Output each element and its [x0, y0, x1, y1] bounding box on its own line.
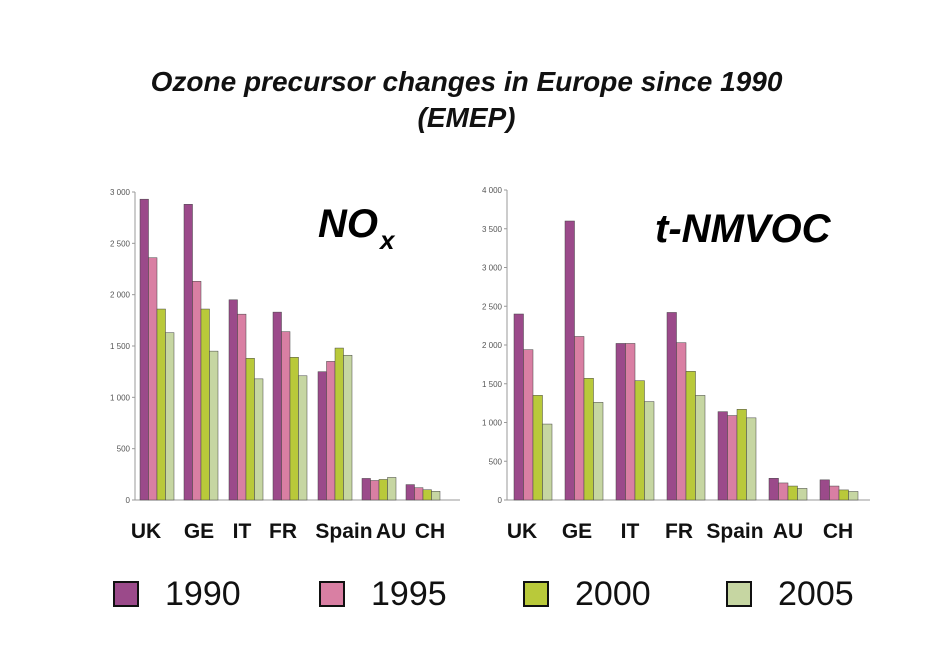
nmvoc-bar-uk-2000 — [532, 395, 543, 501]
nox-bar-ge-2005 — [209, 350, 219, 501]
nmvoc-bar-au-2000 — [787, 485, 798, 501]
nmvoc-bar-it-2005 — [644, 401, 655, 501]
nox-ytick-label: 2 500 — [110, 239, 131, 248]
nox-chart-title: NOx — [318, 202, 396, 255]
nox-ytick-label: 3 000 — [110, 188, 131, 197]
nmvoc-bar-ge-2000 — [583, 378, 594, 501]
nmvoc-bar-uk-1995 — [523, 349, 534, 501]
nox-category-label-ge: GE — [184, 520, 214, 543]
nox-bar-it-2005 — [254, 378, 264, 501]
nmvoc-category-label-spain: Spain — [706, 520, 763, 543]
nmvoc-category-label-ch: CH — [823, 520, 853, 543]
legend-label-2005: 2005 — [778, 574, 854, 613]
nmvoc-ytick-label: 2 000 — [482, 341, 503, 350]
nox-bar-uk-2005 — [165, 332, 175, 501]
nmvoc-ytick-label: 4 000 — [482, 186, 503, 195]
nmvoc-chart-title: t-NMVOC — [655, 207, 832, 251]
nmvoc-category-label-ge: GE — [562, 520, 592, 543]
nmvoc-bar-uk-1990 — [513, 313, 524, 501]
nmvoc-ytick-label: 500 — [489, 457, 503, 466]
nmvoc-bar-it-1995 — [625, 343, 636, 501]
nmvoc-bar-spain-2005 — [746, 417, 757, 501]
legend-item-1990: 1990 — [113, 572, 241, 616]
nox-chart: 3 000 2 500 2 000 1 500 1 000 500 0 UK GE IT FR Spa… — [110, 188, 460, 543]
nmvoc-bar-ge-1990 — [564, 220, 575, 501]
nmvoc-bar-ch-1995 — [829, 485, 840, 501]
slide-title-line-1: Ozone precursor changes in Europe since … — [150, 66, 783, 97]
nmvoc-bar-it-2000 — [634, 380, 645, 501]
nmvoc-chart: 4 000 3 500 3 000 2 500 2 000 1 500 1 000 500 0 U… — [482, 186, 870, 543]
legend-swatch-1995 — [319, 581, 345, 607]
legend: 1990 1995 2000 2005 — [0, 572, 933, 616]
legend-item-2000: 2000 — [523, 572, 651, 616]
nox-category-label-ch: CH — [415, 520, 445, 543]
nox-ytick-label: 500 — [117, 445, 131, 454]
nox-category-label-fr: FR — [269, 520, 297, 543]
nmvoc-bar-fr-1990 — [666, 312, 677, 501]
nmvoc-bar-au-1990 — [768, 478, 779, 501]
nox-category-label-au: AU — [376, 520, 406, 543]
nmvoc-ytick-label: 0 — [498, 496, 503, 505]
nmvoc-bar-fr-1995 — [676, 342, 687, 501]
nmvoc-bar-ch-2005 — [848, 491, 859, 501]
nmvoc-bar-ge-1995 — [574, 336, 585, 501]
legend-item-2005: 2005 — [726, 572, 854, 616]
nox-bar-fr-2005 — [298, 375, 308, 501]
nox-ytick-label: 1 000 — [110, 393, 131, 402]
legend-label-1995: 1995 — [371, 574, 447, 613]
nmvoc-bar-spain-2000 — [736, 409, 747, 501]
nox-bar-spain-2005 — [343, 354, 353, 501]
nmvoc-bar-uk-2005 — [542, 423, 553, 501]
nmvoc-ytick-label: 1 500 — [482, 380, 503, 389]
legend-swatch-2000 — [523, 581, 549, 607]
nmvoc-ytick-label: 3 500 — [482, 225, 503, 234]
nmvoc-ytick-label: 1 000 — [482, 419, 503, 428]
nox-bar-au-2005 — [387, 477, 397, 501]
nmvoc-bar-spain-1995 — [727, 415, 738, 501]
legend-swatch-1990 — [113, 581, 139, 607]
nmvoc-bar-ge-2005 — [593, 402, 604, 501]
nmvoc-bar-au-1995 — [778, 482, 789, 501]
nmvoc-bar-ch-2000 — [838, 489, 849, 501]
nox-category-label-it: IT — [233, 520, 252, 543]
legend-item-1995: 1995 — [319, 572, 447, 616]
legend-swatch-2005 — [726, 581, 752, 607]
nmvoc-bar-fr-2000 — [685, 371, 696, 501]
nox-ytick-label: 0 — [126, 496, 131, 505]
nox-ytick-label: 2 000 — [110, 291, 131, 300]
nmvoc-bar-ch-1990 — [819, 479, 830, 501]
nox-category-label-spain: Spain — [315, 520, 372, 543]
nmvoc-category-label-uk: UK — [507, 520, 537, 543]
nmvoc-ytick-label: 2 500 — [482, 302, 503, 311]
legend-label-1990: 1990 — [165, 574, 241, 613]
nmvoc-category-label-it: IT — [621, 520, 640, 543]
nox-bar-ch-2005 — [431, 491, 441, 501]
nmvoc-bar-spain-1990 — [717, 411, 728, 501]
nmvoc-category-label-au: AU — [773, 520, 803, 543]
nox-category-label-uk: UK — [131, 520, 161, 543]
legend-label-2000: 2000 — [575, 574, 651, 613]
nox-ytick-label: 1 500 — [110, 342, 131, 351]
nmvoc-ytick-label: 3 000 — [482, 264, 503, 273]
slide-title-line-2: (EMEP) — [417, 102, 516, 133]
nmvoc-category-label-fr: FR — [665, 520, 693, 543]
nmvoc-bar-it-1990 — [615, 343, 626, 501]
nmvoc-bar-au-2005 — [797, 488, 808, 501]
nmvoc-bar-fr-2005 — [695, 395, 706, 501]
